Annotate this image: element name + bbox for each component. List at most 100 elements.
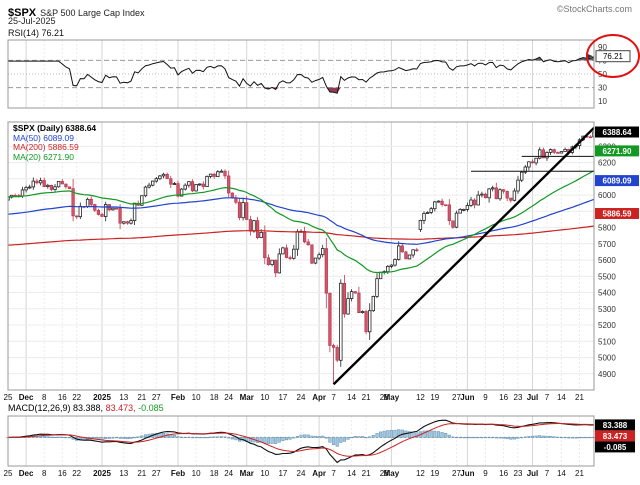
x-axis-label: 19	[430, 393, 439, 402]
chart-header: $SPX S&P 500 Large Cap Index ©StockCharts…	[8, 3, 632, 19]
rsi-axis-label: 90	[598, 43, 607, 52]
x-axis-label: Mar	[240, 393, 254, 402]
x-axis-label: 22	[72, 393, 81, 402]
price-axis-label: 5300	[598, 305, 616, 314]
x-axis-label: 28	[380, 469, 389, 478]
x-axis-label: Feb	[171, 469, 185, 478]
macd-legend-item: -0.085	[138, 403, 164, 413]
x-axis-label: 14	[557, 393, 566, 402]
x-axis-label: 21	[575, 393, 584, 402]
rsi-axis-label: 10	[598, 97, 607, 106]
x-axis-label: 10	[192, 393, 201, 402]
annotation-circle	[586, 34, 640, 78]
svg-text:6271.90: 6271.90	[603, 147, 632, 156]
svg-text:76.21: 76.21	[603, 52, 624, 61]
x-axis-label: 2025	[93, 469, 111, 478]
x-axis-label: 10	[260, 393, 269, 402]
x-axis-label: 23	[514, 469, 523, 478]
x-axis-label: Apr	[312, 393, 326, 402]
macd-line	[7, 419, 594, 464]
price-axis-label: 5100	[598, 337, 616, 346]
x-axis-label: 27	[152, 393, 161, 402]
price-legend-item: MA(50) 6089.09	[13, 132, 74, 143]
price-axis-label: 6000	[598, 191, 616, 200]
x-axis-label: 27	[152, 469, 161, 478]
macd-legend: MACD(12,26,9) 83.388, 83.473, -0.085	[8, 403, 164, 413]
x-axis-label: 27	[452, 469, 461, 478]
ma50-line	[8, 197, 594, 245]
macd-legend-item: 83.388,	[73, 403, 106, 413]
x-axis-label: Dec	[19, 469, 34, 478]
price-panel-content	[8, 126, 594, 386]
x-axis-label: 13	[119, 393, 128, 402]
ma200-line	[8, 225, 594, 246]
x-axis-label: 24	[297, 469, 306, 478]
price-legend-item: $SPX (Daily) 6388.64	[13, 123, 97, 133]
x-axis-label: 18	[210, 393, 219, 402]
x-axis-label: 24	[297, 393, 306, 402]
x-axis-label: 19	[430, 469, 439, 478]
macd-legend-item: MACD(12,26,9)	[8, 403, 74, 413]
source-credit[interactable]: ©StockCharts.com	[556, 4, 632, 14]
x-axis-label: 21	[362, 469, 371, 478]
macd-histogram	[6, 429, 596, 447]
x-axis-label: 12	[416, 393, 425, 402]
x-axis-label: 10	[260, 469, 269, 478]
svg-text:6388.64: 6388.64	[603, 128, 632, 137]
price-axis-label: 6200	[598, 159, 616, 168]
price-value-box: 6271.90	[595, 145, 639, 157]
x-axis-label: 28	[380, 393, 389, 402]
x-axis-label: 21	[362, 393, 371, 402]
symbol-label: $SPX	[8, 7, 37, 19]
macd-legend-item: 83.473,	[105, 403, 139, 413]
x-axis-label: 22	[72, 469, 81, 478]
price-legend: $SPX (Daily) 6388.64 MA(50) 6089.09 MA(200…	[13, 123, 97, 162]
price-axis-label: 5000	[598, 354, 616, 363]
panel-border	[7, 121, 595, 391]
x-axis-label: 25	[4, 469, 13, 478]
price-value-box: 6089.09	[595, 175, 639, 187]
macd-signal-line	[8, 423, 595, 457]
x-axis-label: 27	[452, 393, 461, 402]
x-axis-label: May	[384, 393, 400, 402]
x-axis-label: May	[384, 469, 400, 478]
rsi-extreme-fill	[8, 56, 594, 61]
x-axis-label: 14	[557, 469, 566, 478]
panel-border	[7, 39, 595, 109]
x-axis-label: 2025	[93, 393, 111, 402]
up-candles	[8, 131, 594, 361]
x-axis-label: 24	[224, 393, 233, 402]
rsi-line	[8, 56, 595, 94]
x-axis-label: 14	[347, 393, 356, 402]
rsi-legend: RSI(14) 76.21	[8, 28, 65, 38]
svg-text:6089.09: 6089.09	[603, 177, 632, 186]
x-axis-label: 8	[42, 393, 47, 402]
chart-title: S&P 500 Large Cap Index	[40, 8, 145, 18]
x-axis-label: 9	[483, 469, 488, 478]
x-axis-label: 18	[210, 469, 219, 478]
x-axis-label: Jul	[527, 393, 539, 402]
price-legend-item: MA(200) 5886.59	[13, 142, 79, 152]
x-axis-label: 14	[347, 469, 356, 478]
price-legend-item: MA(20) 6271.90	[13, 151, 74, 162]
x-axis-label: 7	[331, 393, 336, 402]
down-candles	[13, 135, 592, 361]
x-axis-label: 17	[278, 393, 287, 402]
x-axis-label: 9	[483, 393, 488, 402]
svg-text:-0.085: -0.085	[604, 443, 627, 452]
x-axis-label: 16	[58, 393, 67, 402]
x-axis-label: 16	[499, 393, 508, 402]
price-value-box: 5886.59	[595, 208, 639, 219]
x-axis-label: 25	[4, 393, 13, 402]
price-axis-label: 5600	[598, 256, 616, 265]
price-axis-label: 5400	[598, 289, 616, 298]
x-axis-label: Jun	[460, 393, 474, 402]
x-axis-label: Jul	[527, 469, 539, 478]
svg-text:5886.59: 5886.59	[603, 210, 632, 219]
x-axis-label: 10	[192, 469, 201, 478]
x-axis-label: 12	[416, 469, 425, 478]
macd-value-box: 83.473	[595, 430, 635, 442]
x-axis-label: Jun	[460, 469, 474, 478]
